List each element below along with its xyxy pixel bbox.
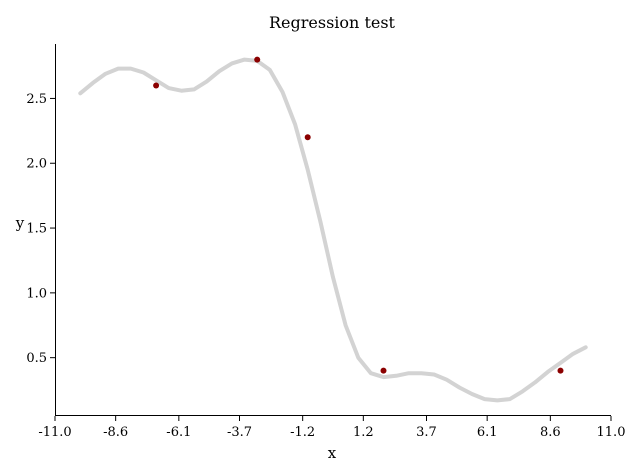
x-tick-label: -8.6 <box>103 425 128 440</box>
x-axis-label: x <box>328 444 337 462</box>
chart-title: Regression test <box>269 13 396 32</box>
data-point <box>304 134 311 141</box>
y-tick-label: 1.0 <box>26 286 47 301</box>
x-tick-label: 3.7 <box>416 425 437 440</box>
y-axis-label: y <box>15 214 25 232</box>
y-tick-label: 2.5 <box>26 92 47 107</box>
y-ticks: 0.5 1.0 1.5 2.0 2.5 <box>26 92 55 366</box>
x-tick-label: -3.7 <box>227 425 252 440</box>
x-tick-label: 1.2 <box>353 425 374 440</box>
plot-area <box>78 56 588 403</box>
x-tick-label: 11.0 <box>597 425 626 440</box>
x-tick-label: -1.2 <box>290 425 315 440</box>
data-point <box>380 367 387 374</box>
x-ticks: -11.0 -8.6 -6.1 -3.7 -1.2 1.2 3.7 6.1 8.6 11.0 <box>38 416 625 440</box>
data-point <box>254 56 261 63</box>
x-tick-label: -11.0 <box>38 425 71 440</box>
x-tick-label: 8.6 <box>540 425 561 440</box>
y-tick-label: 2.0 <box>26 157 47 172</box>
data-point <box>557 367 564 374</box>
x-tick-label: 6.1 <box>477 425 498 440</box>
y-tick-label: 1.5 <box>26 222 47 237</box>
regression-curve <box>78 57 588 403</box>
x-tick-label: -6.1 <box>166 425 191 440</box>
data-point <box>153 82 160 89</box>
axes <box>55 44 611 416</box>
y-tick-label: 0.5 <box>26 351 47 366</box>
